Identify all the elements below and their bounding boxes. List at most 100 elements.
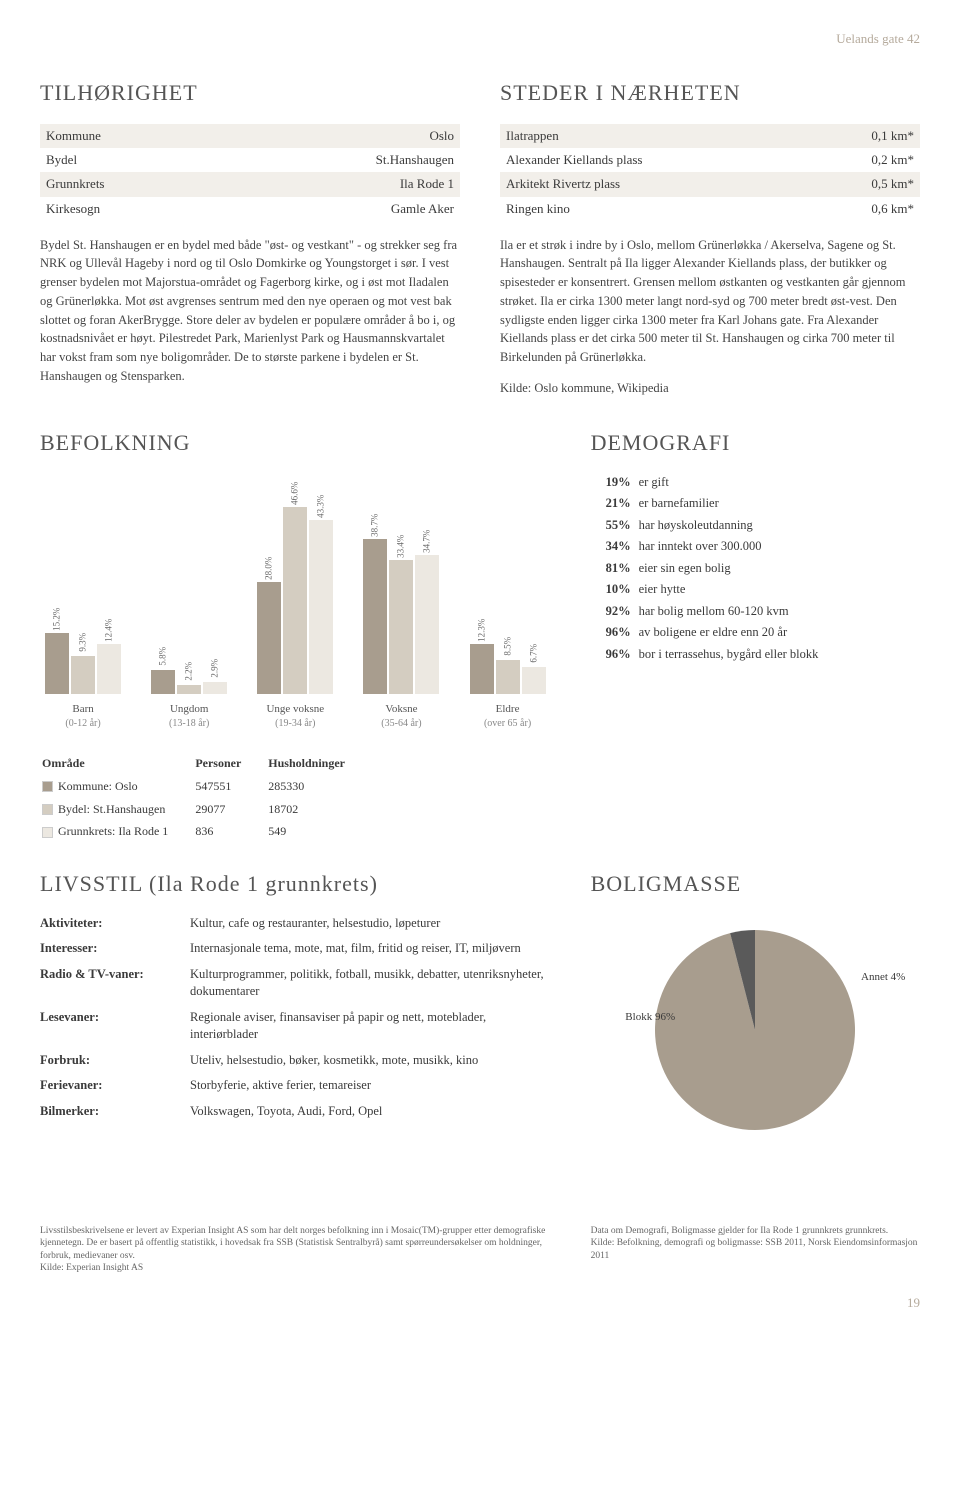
bar-value-label: 38.7% <box>369 513 382 536</box>
livsstil-value: Uteliv, helsestudio, bøker, kosmetikk, m… <box>190 1052 551 1070</box>
livsstil-label: Ferievaner: <box>40 1077 190 1095</box>
bar: 43.3% <box>309 520 333 693</box>
demografi-text: er barnefamilier <box>639 495 719 513</box>
livsstil-section: LIVSSTIL (Ila Rode 1 grunnkrets) Aktivit… <box>40 869 551 1145</box>
demografi-row: 92%har bolig mellom 60-120 kvm <box>591 603 920 621</box>
demografi-pct: 96% <box>591 624 639 642</box>
demografi-pct: 96% <box>591 646 639 664</box>
bar-value-label: 28.0% <box>263 556 276 579</box>
kv-key: Ilatrappen <box>500 124 807 148</box>
group-label: Voksne(35-64 år) <box>358 702 444 731</box>
bar-value-label: 12.4% <box>103 619 116 642</box>
bar-value-label: 6.7% <box>527 644 540 663</box>
bar: 38.7% <box>363 539 387 694</box>
bar-group: 15.2% 9.3% 12.4% <box>40 474 126 694</box>
table-row: Ringen kino0,6 km* <box>500 197 920 221</box>
legend-label: Bydel: St.Hanshaugen <box>42 799 193 820</box>
demografi-title: DEMOGRAFI <box>591 428 920 459</box>
befolkning-section: BEFOLKNING 15.2%9.3%12.4%5.8%2.2%2.9%28.… <box>40 428 551 844</box>
legend-head: Husholdninger <box>268 753 370 774</box>
legend-label: Kommune: Oslo <box>42 776 193 797</box>
demografi-row: 21%er barnefamilier <box>591 495 920 513</box>
bar-group: 12.3%8.5%6.7% <box>465 474 551 694</box>
livsstil-label: Interesser: <box>40 940 190 958</box>
demografi-pct: 10% <box>591 581 639 599</box>
livsstil-boligmasse-row: LIVSSTIL (Ila Rode 1 grunnkrets) Aktivit… <box>40 869 920 1145</box>
bar-value-label: 43.3% <box>315 495 328 518</box>
bar-value-label: 34.7% <box>421 529 434 552</box>
bar: 12.3% <box>470 644 494 693</box>
bar: 2.2% <box>177 685 201 694</box>
kv-key: Alexander Kiellands plass <box>500 148 807 172</box>
livsstil-row: Bilmerker:Volkswagen, Toyota, Audi, Ford… <box>40 1103 551 1121</box>
bar-value-label: 8.5% <box>501 636 514 655</box>
legend-persons: 547551 <box>195 776 266 797</box>
livsstil-row: Ferievaner:Storbyferie, aktive ferier, t… <box>40 1077 551 1095</box>
legend-households: 285330 <box>268 776 370 797</box>
bar-value-label: 9.3% <box>77 633 90 652</box>
befolkning-bar-chart: 15.2%9.3%12.4%5.8%2.2%2.9%28.0%46.6%43.3… <box>40 474 551 694</box>
steder-text: Ila er et strøk i indre by i Oslo, mello… <box>500 236 920 367</box>
befolkning-title: BEFOLKNING <box>40 428 551 459</box>
livsstil-value: Volkswagen, Toyota, Audi, Ford, Opel <box>190 1103 551 1121</box>
befolkning-demografi-row: BEFOLKNING 15.2%9.3%12.4%5.8%2.2%2.9%28.… <box>40 428 920 844</box>
livsstil-value: Regionale aviser, finansaviser på papir … <box>190 1009 551 1044</box>
demografi-pct: 55% <box>591 517 639 535</box>
livsstil-list: Aktiviteter:Kultur, cafe og restauranter… <box>40 915 551 1121</box>
demografi-text: av boligene er eldre enn 20 år <box>639 624 788 642</box>
legend-row: Bydel: St.Hanshaugen2907718702 <box>42 799 370 820</box>
bar: 33.4% <box>389 560 413 694</box>
livsstil-row: Lesevaner:Regionale aviser, finansaviser… <box>40 1009 551 1044</box>
table-row: Arkitekt Rivertz plass0,5 km* <box>500 172 920 196</box>
bar-value-label: 15.2% <box>51 607 64 630</box>
demografi-text: eier hytte <box>639 581 686 599</box>
befolkning-group-labels: Barn(0-12 år)Ungdom(13-18 år)Unge voksne… <box>40 702 551 731</box>
demografi-section: DEMOGRAFI 19%er gift 21%er barnefamilier 5… <box>591 428 920 844</box>
demografi-row: 10%eier hytte <box>591 581 920 599</box>
demografi-text: er gift <box>639 474 669 492</box>
demografi-row: 96%bor i terrassehus, bygård eller blokk <box>591 646 920 664</box>
livsstil-label: Lesevaner: <box>40 1009 190 1044</box>
boligmasse-pie: Blokk 96% Annet 4% <box>640 915 870 1145</box>
top-columns: TILHØRIGHET KommuneOsloBydelSt.Hanshauge… <box>40 78 920 398</box>
bar: 8.5% <box>496 660 520 694</box>
kv-key: Grunnkrets <box>40 172 224 196</box>
kv-key: Bydel <box>40 148 224 172</box>
befolkning-legend: OmrådePersonerHusholdningerKommune: Oslo… <box>40 751 372 844</box>
livsstil-value: Kulturprogrammer, politikk, fotball, mus… <box>190 966 551 1001</box>
demografi-text: har høyskoleutdanning <box>639 517 753 535</box>
demografi-row: 96%av boligene er eldre enn 20 år <box>591 624 920 642</box>
steder-section: STEDER I NÆRHETEN Ilatrappen0,1 km*Alexa… <box>500 78 920 398</box>
livsstil-title: LIVSSTIL (Ila Rode 1 grunnkrets) <box>40 869 551 900</box>
tilhorighet-table: KommuneOsloBydelSt.HanshaugenGrunnkretsI… <box>40 124 460 221</box>
kv-val: Oslo <box>224 124 460 148</box>
kv-val: 0,6 km* <box>807 197 920 221</box>
kv-val: 0,2 km* <box>807 148 920 172</box>
tilhorighet-title: TILHØRIGHET <box>40 78 460 109</box>
bar-group: 28.0%46.6%43.3% <box>252 474 338 694</box>
livsstil-row: Radio & TV-vaner:Kulturprogrammer, polit… <box>40 966 551 1001</box>
demografi-row: 19%er gift <box>591 474 920 492</box>
bar: 2.9% <box>203 682 227 694</box>
legend-persons: 836 <box>195 821 266 842</box>
bar: 6.7% <box>522 667 546 694</box>
page-number: 19 <box>40 1294 920 1312</box>
livsstil-row: Interesser:Internasjonale tema, mote, ma… <box>40 940 551 958</box>
legend-header: OmrådePersonerHusholdninger <box>42 753 370 774</box>
table-row: Alexander Kiellands plass0,2 km* <box>500 148 920 172</box>
bar: 46.6% <box>283 507 307 693</box>
footnotes: Livsstilsbeskrivelsene er levert av Expe… <box>40 1225 920 1274</box>
table-row: KommuneOslo <box>40 124 460 148</box>
bar-value-label: 2.2% <box>183 662 196 681</box>
livsstil-row: Forbruk:Uteliv, helsestudio, bøker, kosm… <box>40 1052 551 1070</box>
bar: 34.7% <box>415 555 439 694</box>
bar-group: 38.7%33.4%34.7% <box>358 474 444 694</box>
kv-val: St.Hanshaugen <box>224 148 460 172</box>
pie-chart-svg <box>640 915 870 1145</box>
livsstil-label: Bilmerker: <box>40 1103 190 1121</box>
legend-label: Grunnkrets: Ila Rode 1 <box>42 821 193 842</box>
kv-val: Gamle Aker <box>224 197 460 221</box>
bar: 28.0% <box>257 582 281 694</box>
livsstil-row: Aktiviteter:Kultur, cafe og restauranter… <box>40 915 551 933</box>
demografi-row: 34%har inntekt over 300.000 <box>591 538 920 556</box>
